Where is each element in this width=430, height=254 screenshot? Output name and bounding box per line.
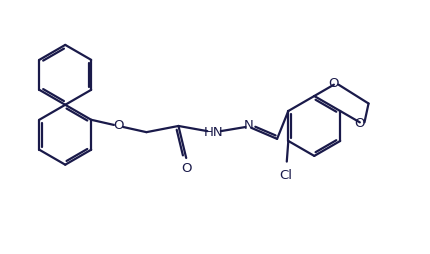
Text: O: O xyxy=(113,119,123,133)
Text: O: O xyxy=(181,162,191,175)
Text: O: O xyxy=(355,117,365,130)
Text: O: O xyxy=(329,77,339,90)
Text: N: N xyxy=(244,119,254,133)
Text: HN: HN xyxy=(204,126,223,139)
Text: Cl: Cl xyxy=(279,169,292,182)
